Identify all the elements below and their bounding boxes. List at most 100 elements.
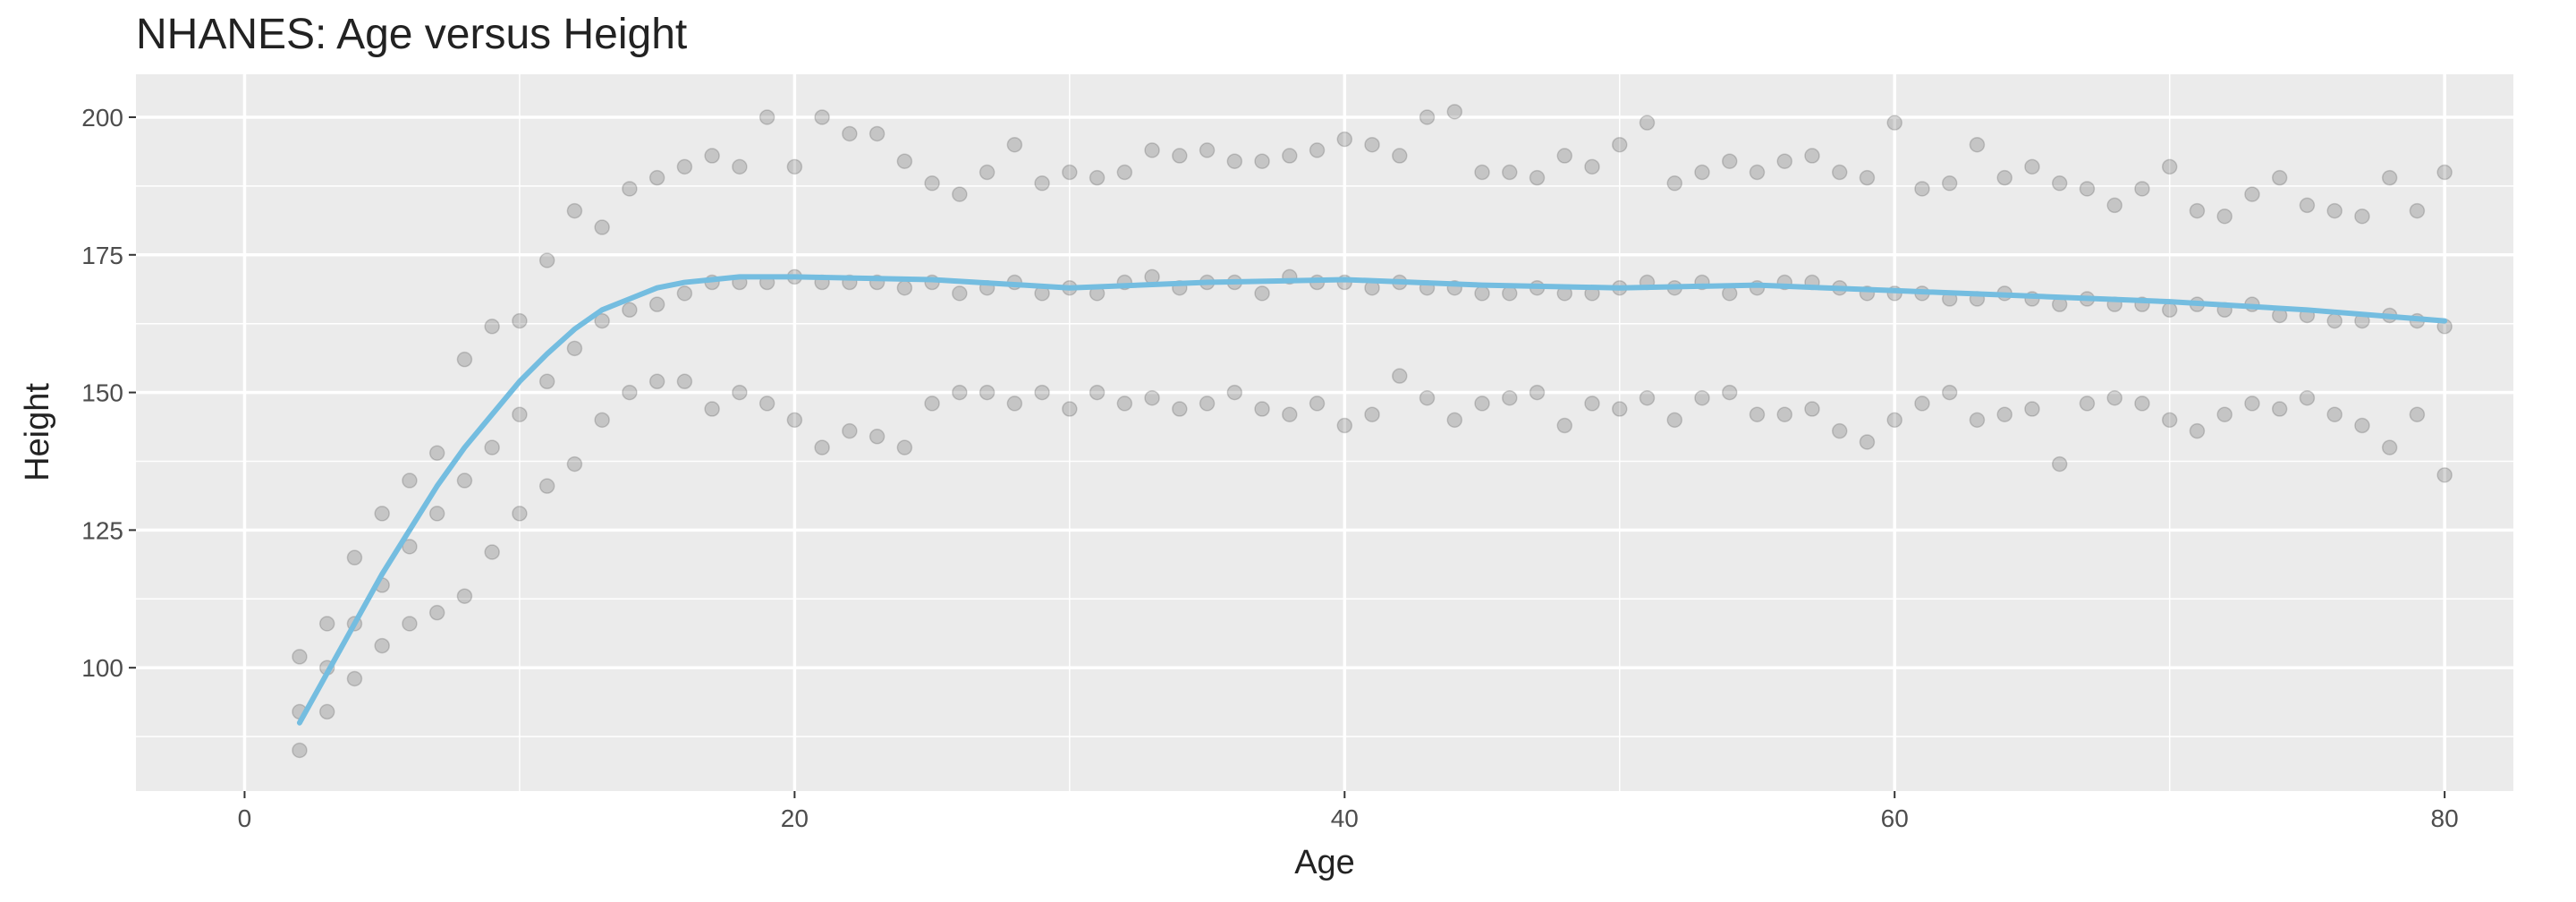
point [292, 649, 308, 665]
point [2216, 406, 2233, 422]
point [1529, 169, 1546, 186]
point [2161, 412, 2178, 429]
point [1804, 401, 1820, 417]
point [1199, 142, 1216, 158]
point [979, 164, 996, 181]
point [1859, 434, 1876, 450]
point [1446, 104, 1463, 120]
point [428, 604, 445, 621]
point [1721, 384, 1738, 401]
point [952, 285, 968, 302]
point [622, 181, 638, 197]
point [896, 439, 913, 455]
point [1556, 148, 1573, 164]
x-tick-label: 0 [238, 804, 252, 832]
point [2244, 186, 2260, 202]
point [732, 158, 748, 175]
point [1116, 164, 1133, 181]
point [1474, 396, 1490, 412]
point [1556, 417, 1573, 434]
point [456, 351, 473, 368]
point [1392, 368, 1408, 384]
point [1721, 153, 1738, 169]
point [758, 396, 775, 412]
point [1612, 401, 1628, 417]
point [2381, 169, 2398, 186]
point [1941, 175, 1958, 191]
point [402, 616, 418, 632]
point [594, 219, 610, 235]
point [2079, 396, 2096, 412]
point [2106, 389, 2123, 406]
y-tick-label: 200 [81, 104, 123, 132]
point [2326, 312, 2343, 329]
x-tick-label: 60 [1881, 804, 1909, 832]
point [2134, 396, 2150, 412]
point [842, 125, 858, 142]
point [869, 429, 886, 445]
point [1914, 181, 1930, 197]
point [1996, 406, 2012, 422]
point [676, 285, 693, 302]
point [1694, 389, 1710, 406]
point [676, 373, 693, 390]
point [318, 616, 335, 632]
point [1144, 389, 1160, 406]
point [924, 175, 940, 191]
point [2354, 208, 2370, 225]
point [1392, 148, 1408, 164]
point [2161, 302, 2178, 319]
point [2161, 158, 2178, 175]
point [2051, 455, 2068, 472]
point [786, 158, 803, 175]
point [456, 588, 473, 604]
point [758, 109, 775, 125]
point [594, 412, 610, 429]
point [1804, 148, 1820, 164]
point [1254, 153, 1270, 169]
point [1282, 148, 1298, 164]
point [648, 373, 665, 390]
point [1584, 158, 1600, 175]
point [1639, 115, 1656, 131]
point [512, 406, 528, 422]
point [786, 412, 803, 429]
point [842, 422, 858, 439]
point [2299, 389, 2316, 406]
point [1776, 153, 1792, 169]
point [952, 384, 968, 401]
point [1254, 401, 1270, 417]
point [1886, 115, 1902, 131]
point [924, 396, 940, 412]
point [1831, 422, 1848, 439]
point [1089, 169, 1106, 186]
point [2436, 467, 2453, 483]
point [2189, 422, 2206, 439]
point [2189, 202, 2206, 219]
point [1859, 169, 1876, 186]
point [1666, 412, 1682, 429]
point [566, 340, 583, 357]
point [1309, 142, 1326, 158]
point [1199, 396, 1216, 412]
x-tick-label: 80 [2431, 804, 2459, 832]
point [1969, 412, 1986, 429]
point [428, 445, 445, 462]
point [566, 202, 583, 219]
chart-title: NHANES: Age versus Height [136, 11, 687, 58]
point [1694, 164, 1710, 181]
y-tick-label: 100 [81, 654, 123, 682]
point [1969, 136, 1986, 153]
x-axis-label: Age [1294, 844, 1355, 881]
point [1144, 142, 1160, 158]
point [1062, 401, 1078, 417]
point [512, 312, 528, 329]
point [318, 703, 335, 720]
point [704, 401, 720, 417]
point [732, 384, 748, 401]
y-axis-label: Height [19, 383, 56, 481]
point [1226, 153, 1243, 169]
point [2299, 197, 2316, 214]
point [1364, 136, 1380, 153]
point [538, 373, 555, 390]
